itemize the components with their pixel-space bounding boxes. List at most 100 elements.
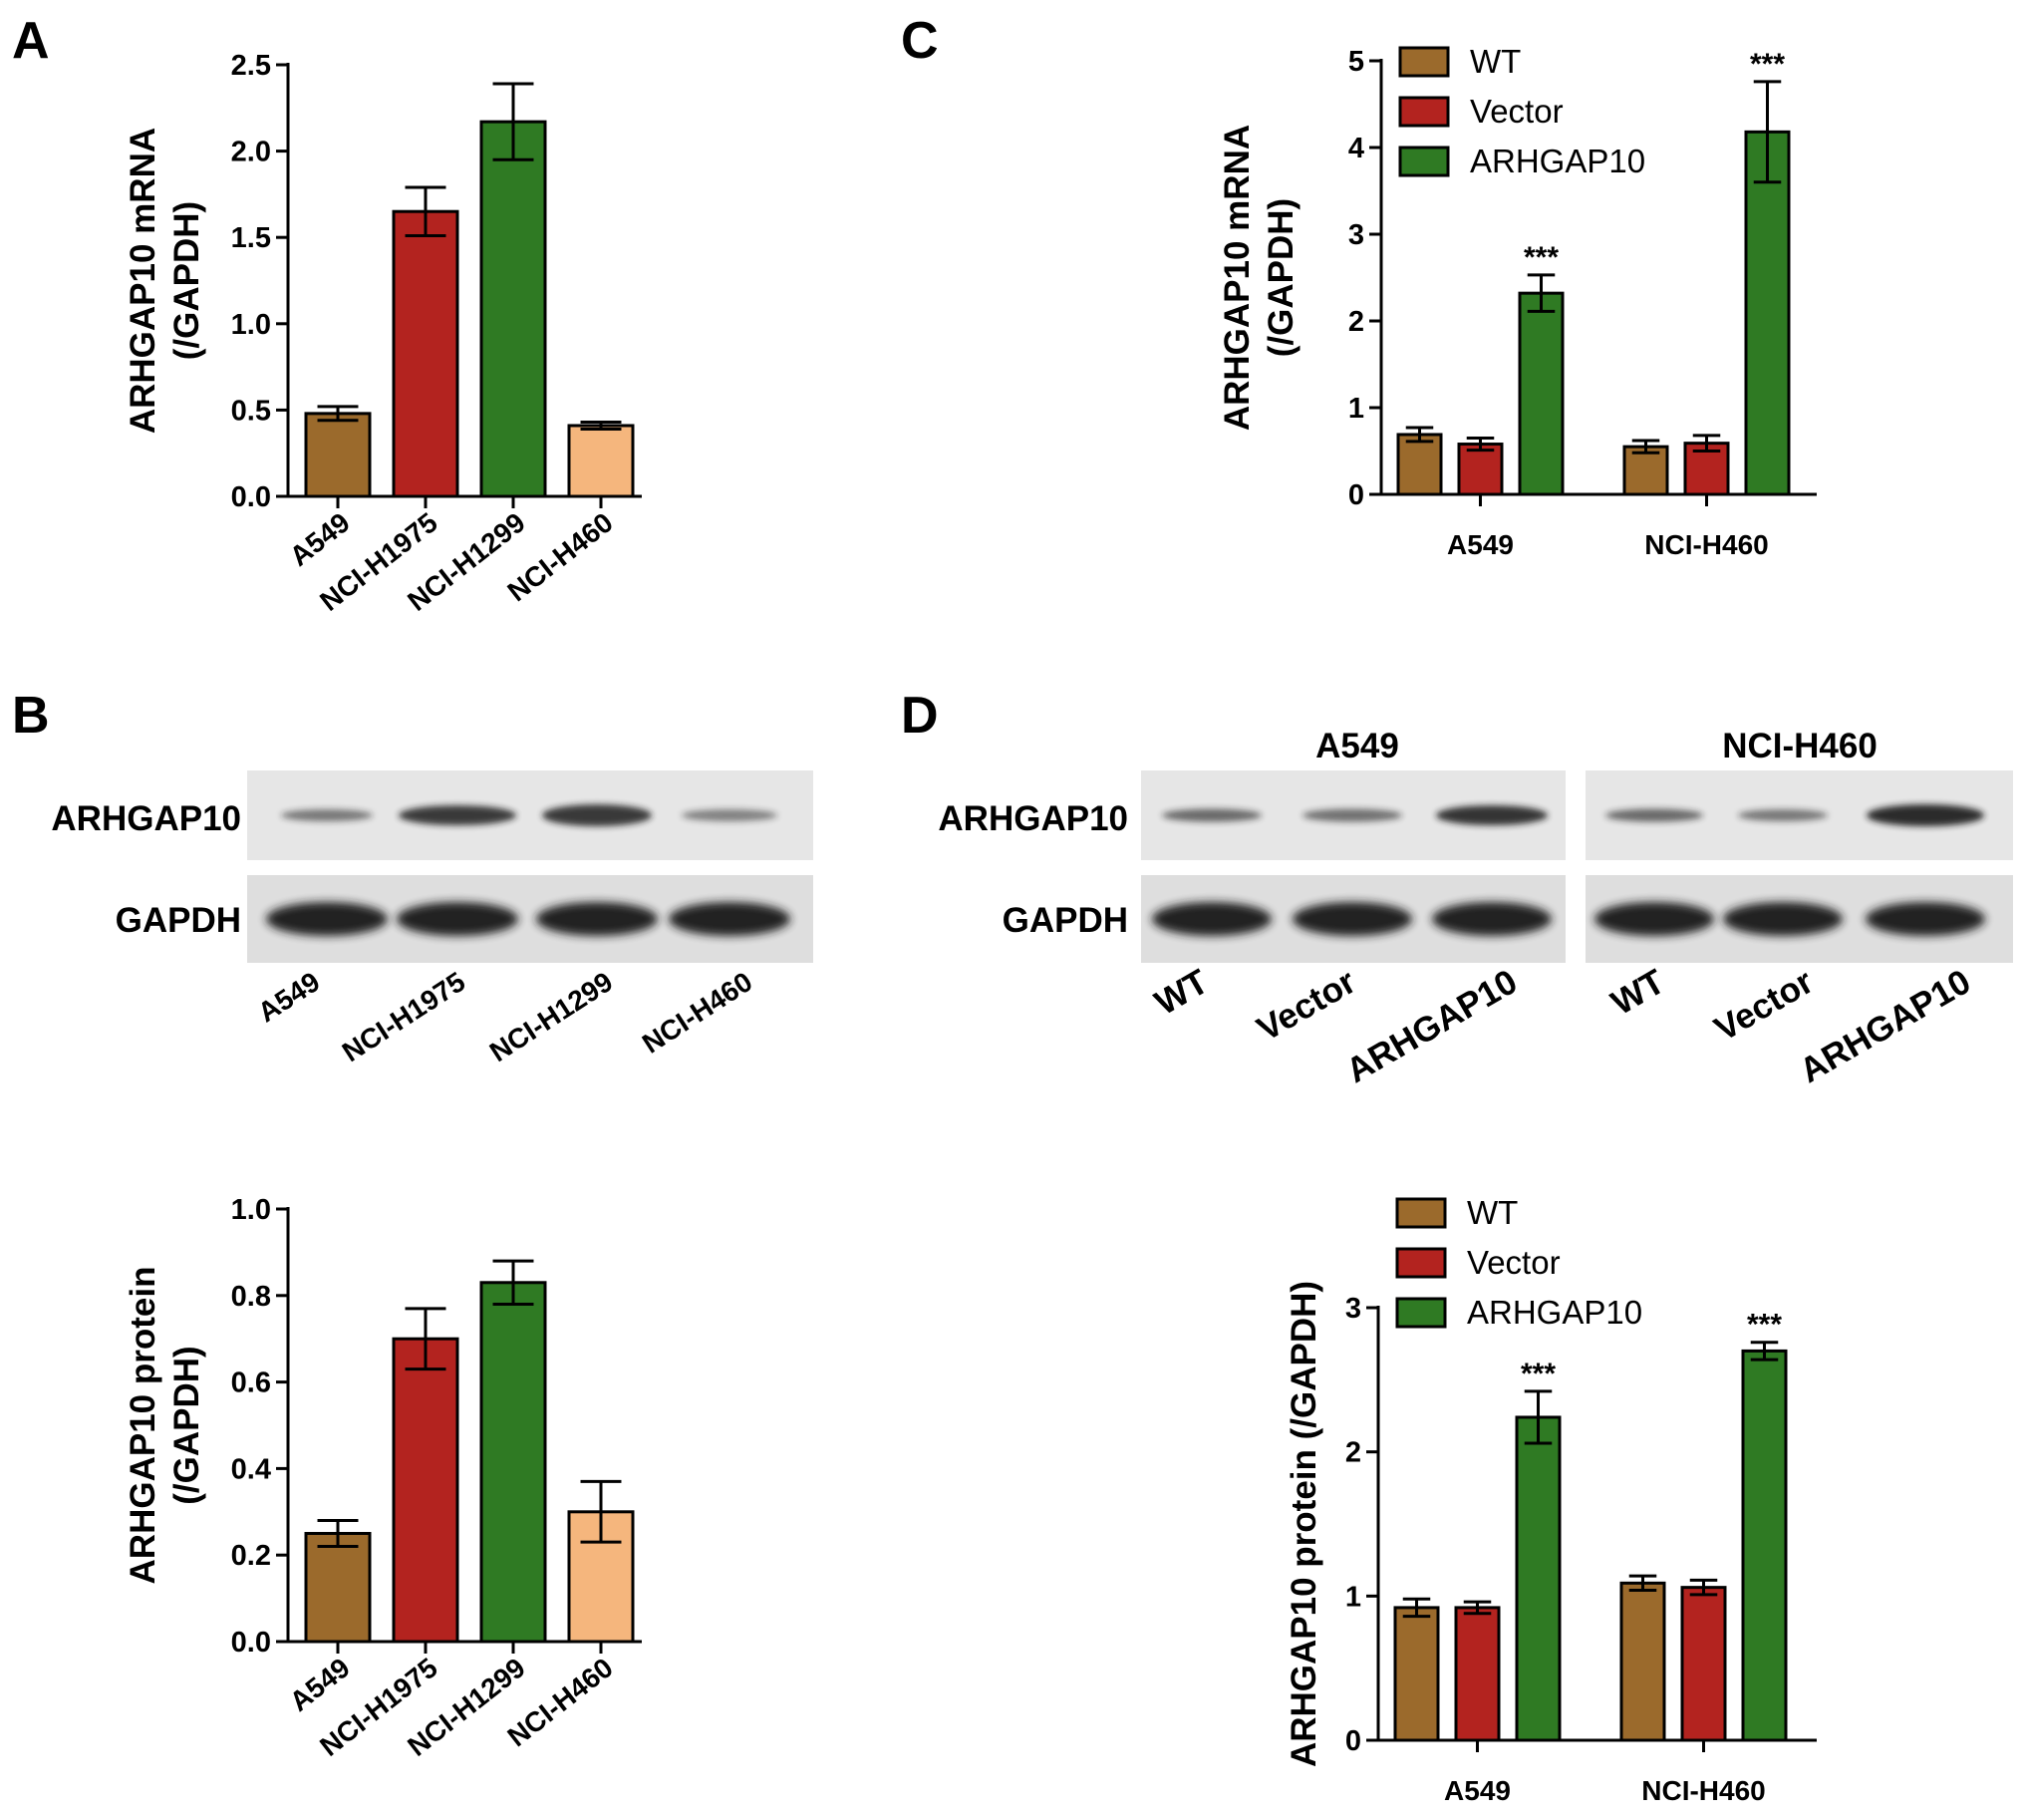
- x-tick-label: NCI-H460: [1641, 1775, 1765, 1806]
- x-tick-label: A549: [1447, 529, 1514, 560]
- blot-band: [536, 902, 658, 936]
- legend-label: Vector: [1467, 1244, 1561, 1281]
- y-tick-label: 2: [1348, 306, 1364, 338]
- bar: [392, 209, 459, 498]
- blot-d-lane-label: Vector: [1708, 962, 1820, 1049]
- legend-label: ARHGAP10: [1467, 1294, 1642, 1331]
- blot-band: [682, 809, 777, 821]
- blot-b-lane-label: NCI-H1299: [484, 966, 618, 1067]
- bar: [479, 1281, 547, 1644]
- y-tick-label: 0.4: [231, 1453, 271, 1485]
- y-tick-label: 3: [1345, 1293, 1361, 1325]
- blot-b-lane-label: NCI-H1975: [337, 966, 470, 1067]
- bar: [1680, 1586, 1727, 1742]
- blot-d-lane-label: Vector: [1251, 962, 1362, 1049]
- blot-band: [1302, 808, 1402, 822]
- blot-band: [1432, 902, 1552, 936]
- chart-a-mrna-cell-lines: 0.00.51.01.52.02.5A549NCI-H1975NCI-H1299…: [124, 50, 642, 617]
- panel-label-d: D: [901, 687, 939, 745]
- bar: [1454, 1606, 1501, 1742]
- legend-swatch: [1395, 1197, 1447, 1229]
- y-tick-label: 2.5: [231, 50, 271, 82]
- y-axis-title-line1: ARHGAP10 mRNA: [1218, 125, 1257, 431]
- y-tick-label: 1.0: [231, 309, 271, 341]
- blot-d-lane-label: ARHGAP10: [1339, 962, 1524, 1090]
- legend-swatch: [1395, 1297, 1447, 1329]
- y-tick-label: 1: [1345, 1581, 1361, 1613]
- bar: [1619, 1581, 1666, 1742]
- bar: [1515, 1415, 1562, 1742]
- significance-marker: ***: [1524, 241, 1559, 274]
- y-tick-label: 0.2: [231, 1540, 271, 1572]
- x-tick-label: A549: [284, 1652, 356, 1717]
- blot-band: [1866, 902, 1985, 936]
- bar: [479, 120, 547, 498]
- bar: [567, 424, 635, 498]
- x-tick-label: A549: [284, 506, 356, 572]
- blot-b-lane-label: A549: [252, 966, 325, 1028]
- y-axis-title-line2: (/GAPDH): [167, 1346, 206, 1504]
- y-tick-label: 0: [1348, 479, 1364, 511]
- legend-swatch: [1398, 46, 1450, 78]
- y-tick-label: 1: [1348, 393, 1364, 425]
- blot-d-group-label-a549: A549: [1315, 727, 1399, 765]
- legend-swatch: [1395, 1247, 1447, 1279]
- blot-band: [397, 902, 518, 936]
- blot-band: [399, 805, 516, 825]
- blot-band: [1605, 808, 1703, 822]
- blot-band: [266, 902, 388, 936]
- blot-band: [1152, 902, 1272, 936]
- y-axis-title-line1: ARHGAP10 protein (/GAPDH): [1285, 1281, 1323, 1767]
- y-tick-label: 0.0: [231, 1627, 271, 1659]
- y-tick-label: 4: [1348, 133, 1364, 164]
- y-tick-label: 2: [1345, 1437, 1361, 1469]
- blot-d-row-label-gapdh: GAPDH: [1003, 901, 1128, 940]
- y-axis-title-line2: (/GAPDH): [167, 201, 206, 360]
- blot-b-row-label-arhgap10: ARHGAP10: [51, 799, 241, 838]
- y-tick-label: 0.0: [231, 481, 271, 513]
- blot-b-lane-label: NCI-H460: [637, 966, 757, 1060]
- y-tick-label: 5: [1348, 46, 1364, 78]
- blot-band: [281, 809, 373, 821]
- panel-label-b: B: [12, 687, 50, 745]
- y-tick-label: 1.5: [231, 222, 271, 254]
- blot-d-lane-label: WT: [1604, 962, 1671, 1023]
- y-axis-title-line2: (/GAPDH): [1262, 198, 1301, 357]
- bar: [1741, 1349, 1788, 1742]
- y-tick-label: 0.8: [231, 1281, 271, 1313]
- y-axis-title-line1: ARHGAP10 mRNA: [124, 128, 162, 434]
- blot-band: [1867, 804, 1984, 826]
- y-tick-label: 0.5: [231, 395, 271, 427]
- y-tick-label: 2.0: [231, 137, 271, 168]
- bar: [1393, 1606, 1440, 1742]
- blot-d-row-label-arhgap10: ARHGAP10: [938, 799, 1128, 838]
- blot-band: [1162, 808, 1262, 822]
- panel-label-c: C: [901, 12, 939, 70]
- blot-d-lane-label: ARHGAP10: [1793, 962, 1977, 1090]
- bar: [1518, 291, 1565, 496]
- blot-band: [1723, 902, 1843, 936]
- legend-label: ARHGAP10: [1470, 143, 1645, 179]
- legend-label: WT: [1470, 43, 1521, 80]
- blot-band: [669, 902, 790, 936]
- blot-band: [1293, 902, 1412, 936]
- chart-b-protein-cell-lines: 0.00.20.40.60.81.0A549NCI-H1975NCI-H1299…: [124, 1194, 642, 1762]
- blot-b-row-label-gapdh: GAPDH: [116, 901, 241, 940]
- chart-c-mrna-overexpression: 0 1 2 3 4 5 A549 *** NCI-H460 *** WT Vector ARHGAP10…: [1218, 43, 1817, 560]
- blot-band: [1594, 902, 1714, 936]
- y-tick-label: 1.0: [231, 1194, 271, 1226]
- legend-label: Vector: [1470, 93, 1564, 130]
- western-blot-b: ARHGAP10 GAPDH A549 NCI-H1975 NCI-H1299 NCI…: [51, 770, 813, 1067]
- bar: [304, 412, 372, 498]
- y-tick-label: 3: [1348, 219, 1364, 251]
- western-blot-d: A549 NCI-H460 ARHGAP10 GAPDH WT VectorARH…: [938, 727, 2013, 1090]
- significance-marker: ***: [1750, 48, 1785, 81]
- blot-band: [1436, 805, 1548, 825]
- x-tick-label: NCI-H460: [1644, 529, 1768, 560]
- bar: [1396, 433, 1443, 496]
- blot-d-lane-label: WT: [1148, 962, 1215, 1023]
- legend-label: WT: [1467, 1194, 1518, 1231]
- x-tick-label: A549: [1444, 1775, 1511, 1806]
- legend-swatch: [1398, 146, 1450, 177]
